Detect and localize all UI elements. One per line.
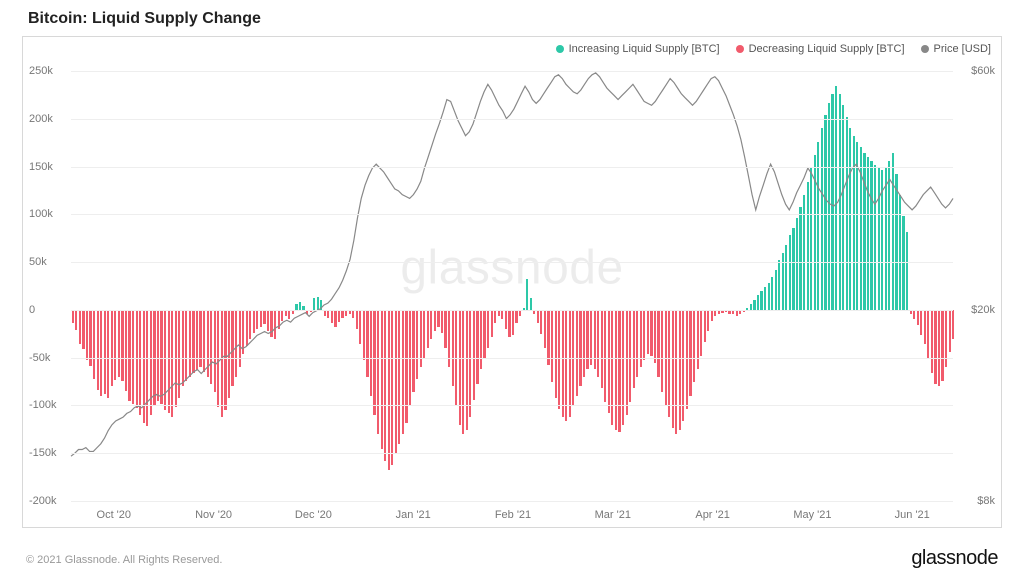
legend-item-price: Price [USD] bbox=[921, 43, 991, 55]
x-tick-label: Apr '21 bbox=[695, 509, 730, 521]
y-left-tick-label: -100k bbox=[29, 399, 57, 411]
legend-item-decreasing: Decreasing Liquid Supply [BTC] bbox=[736, 43, 905, 55]
y-right-tick-label: $60k bbox=[971, 65, 995, 77]
y-right-tick-label: $20k bbox=[971, 304, 995, 316]
legend-swatch-increasing bbox=[556, 45, 564, 53]
y-left-tick-label: 50k bbox=[29, 256, 47, 268]
gridline bbox=[71, 167, 953, 168]
chart-frame: Increasing Liquid Supply [BTC] Decreasin… bbox=[22, 36, 1002, 528]
plot-area: glassnode bbox=[71, 71, 953, 499]
legend-swatch-decreasing bbox=[736, 45, 744, 53]
x-tick-label: Jan '21 bbox=[396, 509, 431, 521]
price-line bbox=[71, 73, 953, 456]
x-tick-label: Oct '20 bbox=[97, 509, 132, 521]
legend-label-decreasing: Decreasing Liquid Supply [BTC] bbox=[749, 43, 905, 55]
price-line-layer bbox=[71, 71, 953, 499]
legend-label-increasing: Increasing Liquid Supply [BTC] bbox=[569, 43, 720, 55]
gridline bbox=[71, 405, 953, 406]
gridline bbox=[71, 453, 953, 454]
y-left-tick-label: -200k bbox=[29, 495, 57, 507]
legend-item-increasing: Increasing Liquid Supply [BTC] bbox=[556, 43, 720, 55]
y-left-tick-label: 0 bbox=[29, 304, 35, 316]
x-tick-label: Mar '21 bbox=[595, 509, 631, 521]
x-tick-label: Dec '20 bbox=[295, 509, 332, 521]
y-left-tick-label: 200k bbox=[29, 113, 53, 125]
y-left-tick-label: 100k bbox=[29, 208, 53, 220]
y-left-tick-label: -150k bbox=[29, 447, 57, 459]
gridline bbox=[71, 358, 953, 359]
y-left-tick-label: -50k bbox=[29, 352, 50, 364]
gridline bbox=[71, 262, 953, 263]
brand-logo: glassnode bbox=[911, 547, 998, 570]
gridline bbox=[71, 310, 953, 311]
y-left-tick-label: 150k bbox=[29, 161, 53, 173]
chart-container: Bitcoin: Liquid Supply Change Increasing… bbox=[0, 0, 1024, 576]
gridline bbox=[71, 501, 953, 502]
gridline bbox=[71, 71, 953, 72]
x-tick-label: Jun '21 bbox=[895, 509, 930, 521]
gridline bbox=[71, 119, 953, 120]
gridline bbox=[71, 214, 953, 215]
legend-swatch-price bbox=[921, 45, 929, 53]
legend-label-price: Price [USD] bbox=[934, 43, 991, 55]
y-left-tick-label: 250k bbox=[29, 65, 53, 77]
legend: Increasing Liquid Supply [BTC] Decreasin… bbox=[556, 43, 991, 55]
x-tick-label: Feb '21 bbox=[495, 509, 531, 521]
chart-title: Bitcoin: Liquid Supply Change bbox=[28, 10, 261, 28]
x-tick-label: May '21 bbox=[793, 509, 831, 521]
copyright-text: © 2021 Glassnode. All Rights Reserved. bbox=[26, 554, 222, 566]
x-tick-label: Nov '20 bbox=[195, 509, 232, 521]
y-right-tick-label: $8k bbox=[977, 495, 995, 507]
